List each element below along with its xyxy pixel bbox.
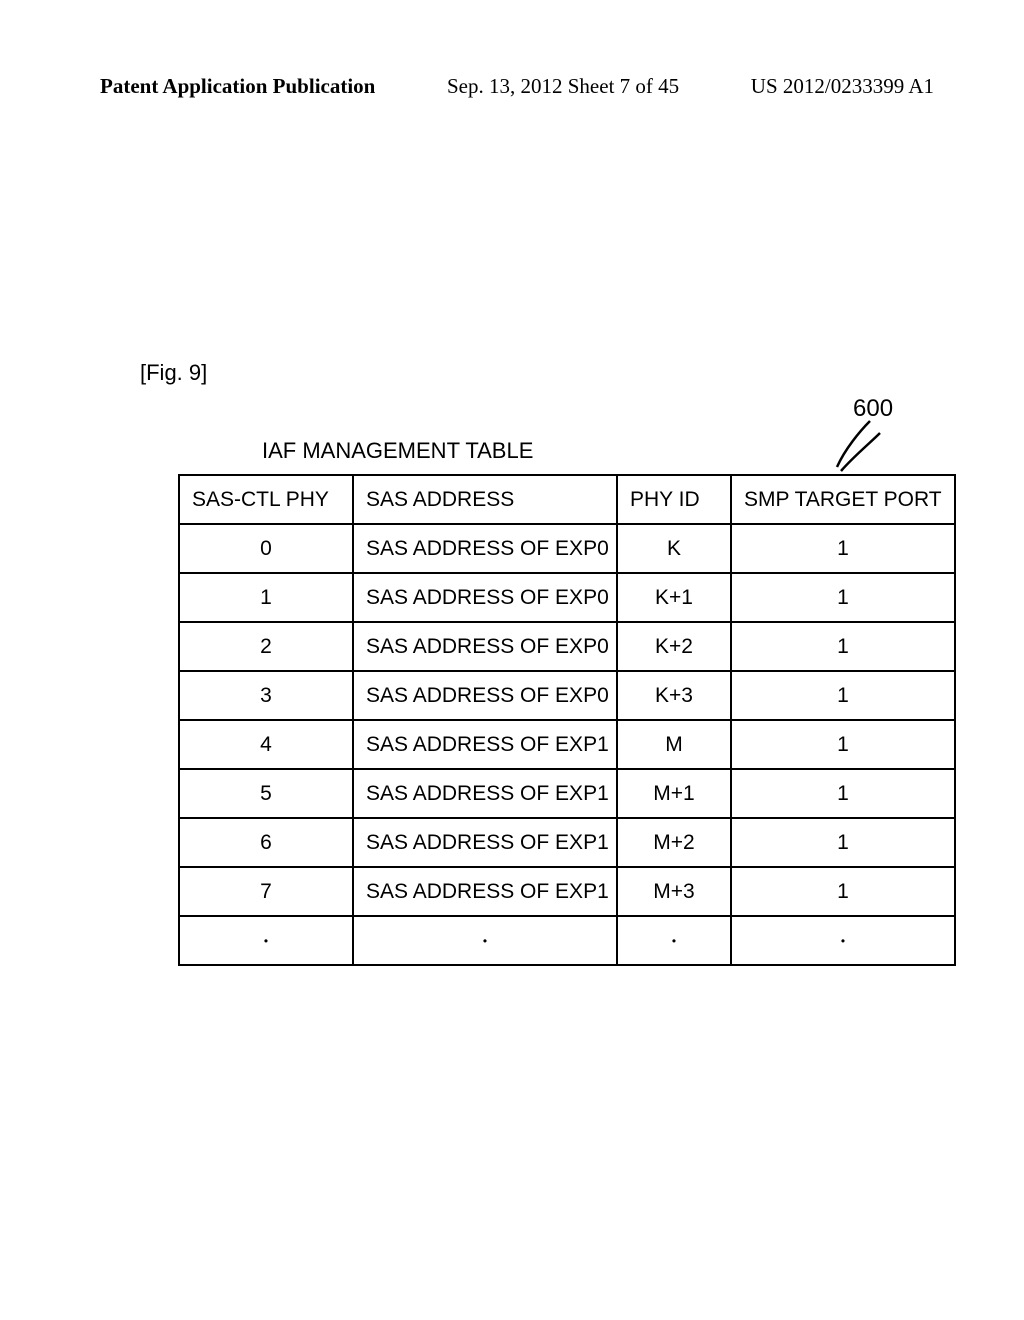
table-title: IAF MANAGEMENT TABLE [262, 438, 533, 464]
cell-smp-port: 1 [731, 769, 955, 818]
cell-sas-address: SAS ADDRESS OF EXP0 [353, 671, 617, 720]
cell-sas-ctl-phy: 3 [179, 671, 353, 720]
cell-smp-port: 1 [731, 720, 955, 769]
cell-sas-ctl-phy: 5 [179, 769, 353, 818]
table-row: 6 SAS ADDRESS OF EXP1 M+2 1 [179, 818, 955, 867]
cell-phy-id: K+3 [617, 671, 731, 720]
cell-phy-id: M+1 [617, 769, 731, 818]
reference-numeral-group: 600 [835, 395, 915, 475]
cell-sas-ctl-phy: 6 [179, 818, 353, 867]
cell-phy-id: K+2 [617, 622, 731, 671]
cell-smp-port: 1 [731, 671, 955, 720]
cell-sas-ctl-phy: 2 [179, 622, 353, 671]
cell-sas-address: SAS ADDRESS OF EXP0 [353, 573, 617, 622]
table-header-row: SAS-CTL PHY SAS ADDRESS PHY ID SMP TARGE… [179, 475, 955, 524]
cell-sas-address: SAS ADDRESS OF EXP0 [353, 524, 617, 573]
cell-sas-address: SAS ADDRESS OF EXP1 [353, 867, 617, 916]
cell-smp-port: 1 [731, 867, 955, 916]
table-row: 2 SAS ADDRESS OF EXP0 K+2 1 [179, 622, 955, 671]
page-header: Patent Application Publication Sep. 13, … [0, 74, 1024, 99]
cell-sas-address: SAS ADDRESS OF EXP1 [353, 818, 617, 867]
cell-sas-ctl-phy: 1 [179, 573, 353, 622]
cell-phy-id: M+3 [617, 867, 731, 916]
cell-phy-id: M+2 [617, 818, 731, 867]
cell-phy-id: K+1 [617, 573, 731, 622]
cell-continuation-dot: • [617, 916, 731, 965]
cell-smp-port: 1 [731, 818, 955, 867]
reference-lead-line-icon [835, 419, 895, 474]
cell-continuation-dot: • [179, 916, 353, 965]
cell-smp-port: 1 [731, 622, 955, 671]
cell-sas-ctl-phy: 0 [179, 524, 353, 573]
col-header-phy-id: PHY ID [617, 475, 731, 524]
iaf-management-table: SAS-CTL PHY SAS ADDRESS PHY ID SMP TARGE… [178, 474, 956, 966]
table-row-continuation: • • • • [179, 916, 955, 965]
table-row: 4 SAS ADDRESS OF EXP1 M 1 [179, 720, 955, 769]
table-row: 0 SAS ADDRESS OF EXP0 K 1 [179, 524, 955, 573]
cell-sas-address: SAS ADDRESS OF EXP1 [353, 769, 617, 818]
figure-label: [Fig. 9] [140, 360, 207, 386]
cell-sas-address: SAS ADDRESS OF EXP0 [353, 622, 617, 671]
header-right: US 2012/0233399 A1 [751, 74, 934, 99]
cell-continuation-dot: • [353, 916, 617, 965]
table-row: 3 SAS ADDRESS OF EXP0 K+3 1 [179, 671, 955, 720]
cell-phy-id: K [617, 524, 731, 573]
cell-phy-id: M [617, 720, 731, 769]
col-header-smp-target-port: SMP TARGET PORT [731, 475, 955, 524]
cell-sas-ctl-phy: 4 [179, 720, 353, 769]
header-center: Sep. 13, 2012 Sheet 7 of 45 [447, 74, 679, 99]
cell-sas-address: SAS ADDRESS OF EXP1 [353, 720, 617, 769]
header-left: Patent Application Publication [100, 74, 375, 99]
page: Patent Application Publication Sep. 13, … [0, 0, 1024, 1320]
cell-smp-port: 1 [731, 524, 955, 573]
cell-sas-ctl-phy: 7 [179, 867, 353, 916]
cell-continuation-dot: • [731, 916, 955, 965]
table-row: 1 SAS ADDRESS OF EXP0 K+1 1 [179, 573, 955, 622]
cell-smp-port: 1 [731, 573, 955, 622]
col-header-sas-address: SAS ADDRESS [353, 475, 617, 524]
col-header-sas-ctl-phy: SAS-CTL PHY [179, 475, 353, 524]
table-row: 7 SAS ADDRESS OF EXP1 M+3 1 [179, 867, 955, 916]
table-row: 5 SAS ADDRESS OF EXP1 M+1 1 [179, 769, 955, 818]
